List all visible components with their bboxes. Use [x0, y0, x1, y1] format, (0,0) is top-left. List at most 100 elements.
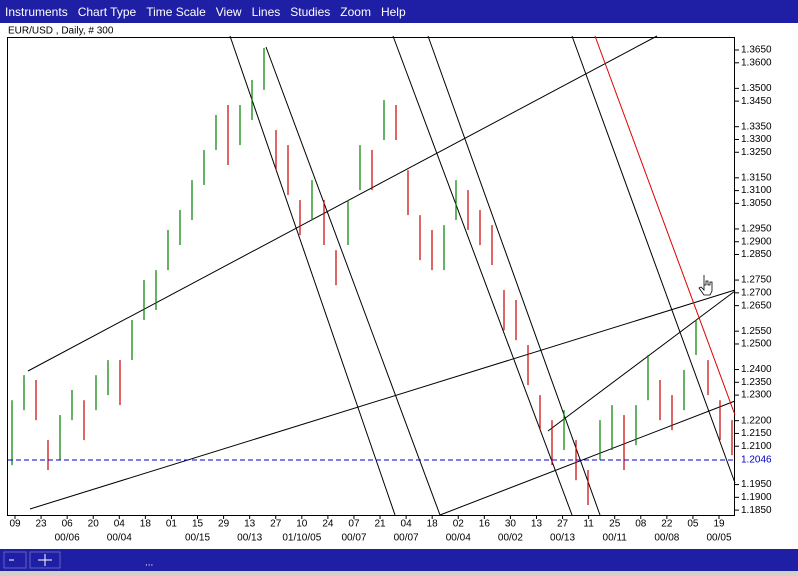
- x-tick-label: 04: [114, 519, 126, 530]
- menu-item[interactable]: Time Scale: [146, 4, 206, 19]
- x-sublabel: 00/11: [603, 533, 628, 544]
- trend-line: [571, 35, 736, 484]
- trend-line: [29, 289, 736, 510]
- current-price-label: 1.2046: [741, 455, 772, 466]
- y-tick-label: 1.2400: [741, 364, 772, 375]
- x-sublabel: 00/04: [107, 533, 132, 544]
- trend-line: [392, 35, 573, 516]
- y-tick-label: 1.3500: [741, 83, 772, 94]
- x-tick-label: 16: [479, 519, 491, 530]
- x-tick-label: 30: [505, 519, 517, 530]
- y-tick-label: 1.3150: [741, 172, 772, 183]
- y-tick-label: 1.1900: [741, 492, 772, 503]
- trend-line-red: [594, 35, 736, 416]
- x-tick-label: 27: [557, 519, 569, 530]
- x-sublabel: 00/15: [185, 533, 210, 544]
- trend-line: [427, 35, 601, 516]
- x-tick-label: 04: [401, 519, 413, 530]
- status-icons: ...: [3, 551, 153, 569]
- y-tick-label: 1.2550: [741, 326, 772, 337]
- trend-line: [439, 400, 736, 516]
- menu-item[interactable]: View: [215, 4, 242, 19]
- trend-line: [229, 35, 396, 516]
- y-tick-label: 1.3100: [741, 185, 772, 196]
- hand-cursor: [698, 275, 713, 296]
- y-tick-label: 1.3600: [741, 57, 772, 68]
- x-tick-label: 08: [635, 519, 647, 530]
- status-cell: [3, 551, 27, 569]
- y-tick-label: 1.2900: [741, 236, 772, 247]
- y-tick-label: 1.2350: [741, 377, 772, 388]
- status-text: ...: [145, 558, 153, 569]
- x-tick-label: 24: [322, 519, 334, 530]
- x-tick-label: 29: [218, 519, 230, 530]
- y-tick-label: 1.3450: [741, 96, 772, 107]
- y-tick-label: 1.2500: [741, 339, 772, 350]
- menu-item[interactable]: Help: [380, 4, 406, 19]
- x-sublabel: 00/07: [394, 533, 419, 544]
- x-sublabel: 00/06: [55, 533, 80, 544]
- x-tick-label: 18: [427, 519, 439, 530]
- menu-item[interactable]: Instruments: [5, 4, 68, 19]
- y-tick-label: 1.2650: [741, 300, 772, 311]
- x-tick-label: 13: [244, 519, 256, 530]
- x-sublabel: 00/05: [706, 533, 731, 544]
- x-tick-label: 09: [9, 519, 21, 530]
- y-tick-label: 1.3300: [741, 134, 772, 145]
- y-tick-label: 1.1850: [741, 505, 772, 516]
- x-tick-label: 25: [609, 519, 621, 530]
- trend-line: [27, 35, 658, 372]
- trend-line: [265, 46, 441, 516]
- y-tick-label: 1.2150: [741, 428, 772, 439]
- status-cell: [29, 551, 61, 569]
- trend-lines: [27, 35, 736, 516]
- x-tick-label: 27: [270, 519, 282, 530]
- x-tick-label: 23: [36, 519, 48, 530]
- x-tick-label: 07: [348, 519, 360, 530]
- x-sublabel: 00/13: [237, 533, 262, 544]
- y-tick-label: 1.3350: [741, 121, 772, 132]
- x-tick-label: 19: [713, 519, 725, 530]
- x-sublabel: 00/04: [446, 533, 471, 544]
- chart-background: [0, 23, 798, 549]
- y-tick-label: 1.3250: [741, 147, 772, 158]
- x-tick-label: 18: [140, 519, 152, 530]
- x-tick-label: 02: [453, 519, 465, 530]
- y-tick-label: 1.2700: [741, 287, 772, 298]
- y-tick-label: 1.2750: [741, 275, 772, 286]
- x-sublabel: 00/13: [550, 533, 575, 544]
- y-tick-label: 1.3050: [741, 198, 772, 209]
- menu-item[interactable]: Zoom: [340, 4, 371, 19]
- crosshair-icon[interactable]: [38, 554, 52, 566]
- trend-line: [547, 290, 736, 432]
- x-tick-label: 15: [192, 519, 204, 530]
- menu-item[interactable]: Chart Type: [77, 4, 137, 19]
- menu-item[interactable]: Lines: [251, 4, 281, 19]
- x-tick-label: 10: [296, 519, 308, 530]
- y-tick-label: 1.2300: [741, 390, 772, 401]
- x-tick-label: 13: [531, 519, 543, 530]
- menu-bar: Instruments Chart Type Time Scale View Lines…: [0, 0, 798, 23]
- menu-item[interactable]: Studies: [290, 4, 331, 19]
- x-tick-label: 01: [166, 519, 178, 530]
- status-bar: ...: [0, 549, 798, 571]
- x-tick-label: 21: [374, 519, 386, 530]
- x-sublabel: 00/08: [654, 533, 679, 544]
- y-tick-label: 1.2950: [741, 224, 772, 235]
- x-sublabel: 00/02: [498, 533, 523, 544]
- y-tick-label: 1.2200: [741, 415, 772, 426]
- x-sublabel: 00/07: [341, 533, 366, 544]
- y-tick-label: 1.2100: [741, 441, 772, 452]
- plot-frame: [7, 37, 735, 516]
- y-tick-label: 1.1950: [741, 479, 772, 490]
- x-sublabel: 01/10/05: [282, 533, 321, 544]
- x-tick-label: 05: [687, 519, 699, 530]
- x-tick-label: 20: [88, 519, 100, 530]
- x-tick-label: 11: [583, 519, 594, 530]
- chart-title: EUR/USD , Daily, # 300: [8, 26, 114, 37]
- x-tick-label: 22: [661, 519, 673, 530]
- y-tick-label: 1.2850: [741, 249, 772, 260]
- y-tick-label: 1.3650: [741, 45, 772, 56]
